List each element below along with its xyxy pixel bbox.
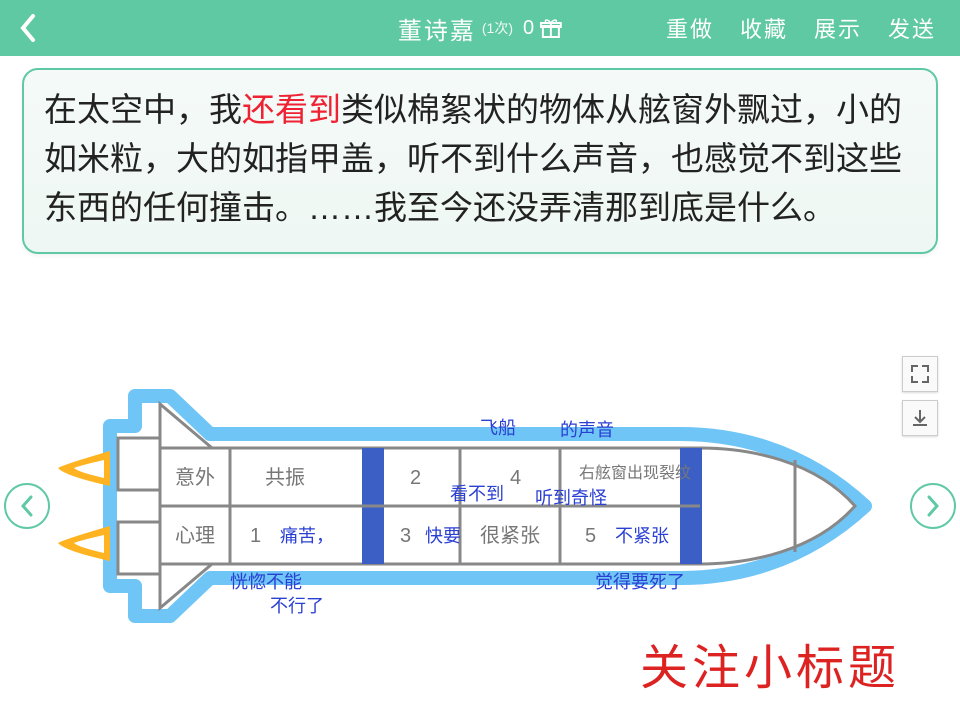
send-button[interactable]: 发送 xyxy=(888,12,936,44)
redo-button[interactable]: 重做 xyxy=(666,12,714,44)
chevron-right-icon xyxy=(925,495,941,517)
r1c4: 右舷窗出现裂纹 xyxy=(579,464,691,482)
r1c1: 共振 xyxy=(265,466,305,489)
r1c2: 2 xyxy=(410,467,421,489)
content-stage: 在太空中，我还看到类似棉絮状的物体从舷窗外飘过，小的如米粒，大的如指甲盖，听不到… xyxy=(0,56,960,720)
hw-r2-b: 快要 xyxy=(425,526,461,546)
hw-top-a: 飞船 xyxy=(480,418,516,438)
rocket-svg: 意外 心理 共振 2 4 右舷窗出现裂纹 1 3 很紧张 5 飞船 的声音 看不… xyxy=(40,356,920,656)
expand-button[interactable] xyxy=(902,356,938,392)
download-icon xyxy=(910,408,930,428)
top-bar: 董诗嘉 (1次) 0 重做 收藏 展示 发送 xyxy=(0,0,960,56)
passage-card: 在太空中，我还看到类似棉絮状的物体从舷窗外飘过，小的如米粒，大的如指甲盖，听不到… xyxy=(22,68,938,254)
chevron-left-icon xyxy=(19,495,35,517)
hw-below-b: 不行了 xyxy=(270,596,324,616)
row2-header: 心理 xyxy=(175,525,215,547)
chevron-left-icon xyxy=(19,14,37,42)
hw-mid-a: 看不到 xyxy=(450,484,504,504)
hw-top-b: 的声音 xyxy=(560,420,614,440)
student-name: 董诗嘉 xyxy=(398,11,476,46)
passage-prefix: 在太空中，我 xyxy=(44,91,242,128)
row1-header: 意外 xyxy=(175,466,215,489)
slide-caption: 关注小标题 xyxy=(640,628,900,698)
gift-icon xyxy=(540,17,562,39)
hw-right-a: 不紧张 xyxy=(615,526,669,546)
r2c3: 很紧张 xyxy=(480,524,540,547)
favorite-button[interactable]: 收藏 xyxy=(740,12,788,44)
title-block: 董诗嘉 (1次) 0 xyxy=(398,11,562,46)
back-button[interactable] xyxy=(0,0,56,56)
rocket-diagram: 意外 心理 共振 2 4 右舷窗出现裂纹 1 3 很紧张 5 飞船 的声音 看不… xyxy=(40,356,920,656)
hw-mid-b: 听到奇怪 xyxy=(535,488,607,508)
display-button[interactable]: 展示 xyxy=(814,12,862,44)
hw-right-b: 觉得要死了 xyxy=(595,572,685,592)
flame-bottom-icon xyxy=(58,526,110,561)
flame-top-icon xyxy=(58,451,110,486)
action-bar: 重做 收藏 展示 发送 xyxy=(666,12,960,44)
next-button[interactable] xyxy=(910,483,956,529)
r2c1: 1 xyxy=(250,525,261,547)
attempt-count: (1次) xyxy=(482,18,513,38)
hw-below-a: 恍惚不能 xyxy=(230,572,302,592)
expand-icon xyxy=(910,364,930,384)
r2c4: 5 xyxy=(585,525,596,547)
download-button[interactable] xyxy=(902,400,938,436)
r1c3: 4 xyxy=(510,467,521,489)
prev-button[interactable] xyxy=(4,483,50,529)
hw-r2-a: 痛苦， xyxy=(280,526,334,546)
passage-highlight: 还看到 xyxy=(242,91,341,128)
score-value: 0 xyxy=(523,17,534,40)
r2c2: 3 xyxy=(400,525,411,547)
